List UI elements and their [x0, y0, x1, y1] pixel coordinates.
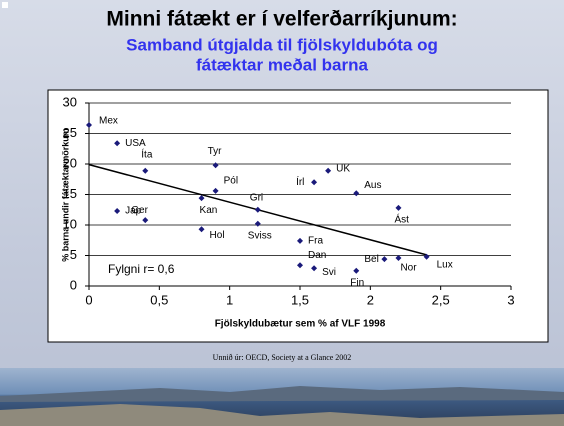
- x-tick-label: 2: [367, 292, 374, 307]
- source: Unnið úr: OECD, Society at a Glance 2002: [213, 353, 352, 362]
- point-label: UK: [336, 163, 350, 174]
- point-label: Dan: [308, 250, 326, 261]
- point-label: Bel: [364, 254, 378, 265]
- point-label: Ger: [131, 205, 148, 216]
- subtitle: fátæktar meðal barna: [196, 55, 368, 74]
- y-tick-label: 25: [63, 125, 77, 140]
- x-tick-label: 1,5: [291, 292, 309, 307]
- point-label: Svi: [322, 267, 336, 278]
- y-tick-label: 15: [63, 186, 77, 201]
- y-tick-label: 10: [63, 216, 77, 231]
- point-label: Tyr: [208, 146, 223, 157]
- point-label: Gri: [250, 192, 263, 203]
- y-tick-label: 0: [70, 277, 77, 292]
- point-label: Írl: [296, 175, 304, 188]
- x-tick-label: 0,5: [150, 292, 168, 307]
- point-label: Aus: [364, 180, 381, 191]
- point-label: Nor: [400, 263, 417, 274]
- point-label: Ást: [394, 213, 409, 226]
- annotation: Fylgni r= 0,6: [108, 262, 175, 276]
- title: Minni fátækt er í velferðarríkjunum:: [106, 8, 457, 31]
- x-tick-label: 2,5: [432, 292, 450, 307]
- point-label: Fin: [350, 277, 364, 288]
- x-tick-label: 1: [226, 292, 233, 307]
- y-tick-label: 20: [63, 155, 77, 170]
- point-label: Fra: [308, 236, 323, 247]
- point-label: Mex: [99, 116, 118, 127]
- slide: Minni fátækt er í velferðarríkjunum: Sam…: [0, 0, 564, 426]
- subtitle: Samband útgjalda til fjölskyldubóta og: [126, 35, 438, 54]
- point-label: USA: [125, 138, 146, 149]
- point-label: Íta: [141, 147, 153, 160]
- x-axis-label: Fjölskyldubætur sem % af VLF 1998: [215, 319, 386, 330]
- y-tick-label: 30: [63, 94, 77, 109]
- point-label: Kan: [200, 205, 218, 216]
- point-label: Sviss: [248, 230, 272, 241]
- point-label: Pól: [224, 175, 238, 186]
- y-tick-label: 5: [70, 247, 77, 262]
- corner-mark: [2, 2, 8, 8]
- x-tick-label: 3: [507, 292, 514, 307]
- point-label: Lux: [437, 259, 453, 270]
- point-label: Hol: [210, 230, 225, 241]
- x-tick-label: 0: [85, 292, 92, 307]
- chart: Minni fátækt er í velferðarríkjunum: Sam…: [0, 0, 564, 426]
